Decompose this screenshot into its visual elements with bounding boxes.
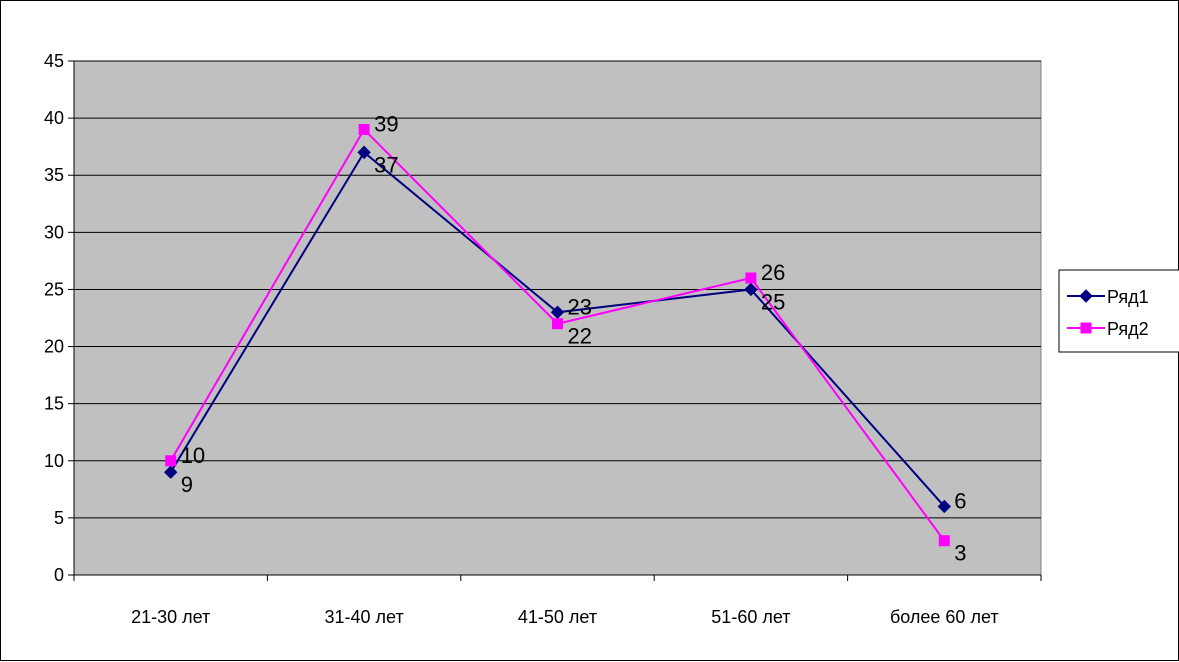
gridlines <box>74 60 1041 519</box>
legend-label-ряд1: Ряд1 <box>1107 287 1149 307</box>
point-ряд1-4 <box>937 499 952 514</box>
data-label-ряд1-0: 9 <box>181 472 193 497</box>
point-ряд2-2 <box>552 318 563 330</box>
y-tick-label-10: 10 <box>44 451 64 471</box>
legend-item-ряд2: Ряд2 <box>1067 319 1149 339</box>
y-tick-label-30: 30 <box>44 222 64 242</box>
y-tick-label-25: 25 <box>44 279 64 299</box>
data-label-ряд1-3: 25 <box>761 289 785 314</box>
series-ряд2 <box>165 124 950 547</box>
data-label-ряд2-1: 39 <box>374 112 398 137</box>
legend: Ряд1 Ряд2 <box>1058 269 1179 353</box>
data-label-ряд2-0: 10 <box>181 443 205 468</box>
point-ряд2-3 <box>745 272 757 284</box>
data-label-ряд2-4: 3 <box>954 541 966 566</box>
data-label-ряд1-4: 6 <box>954 488 966 513</box>
data-label-ряд1-1: 37 <box>374 152 398 177</box>
y-tick-label-0: 0 <box>54 565 64 585</box>
y-tick-label-45: 45 <box>44 51 64 71</box>
legend-box <box>1058 269 1179 353</box>
x-tick-label-0: 21-30 лет <box>131 607 210 627</box>
legend-label-ряд2: Ряд2 <box>1107 319 1149 339</box>
data-label-ряд2-3: 26 <box>761 260 785 285</box>
y-tick-label-5: 5 <box>54 508 64 528</box>
point-ряд1-1 <box>357 145 371 160</box>
series-ряд1 <box>163 145 952 514</box>
y-tick-label-15: 15 <box>44 394 64 414</box>
legend-marker-ряд2 <box>1080 322 1092 334</box>
x-tick-label-1: 31-40 лет <box>324 607 403 627</box>
axes <box>68 60 1042 581</box>
point-ряд2-0 <box>165 455 177 467</box>
y-tick-label-35: 35 <box>44 165 64 185</box>
point-ряд2-1 <box>358 124 370 136</box>
x-tick-label-4: более 60 лет <box>890 607 999 627</box>
y-tick-label-20: 20 <box>44 337 64 357</box>
x-tick-label-2: 41-50 лет <box>518 607 597 627</box>
point-ряд1-0 <box>163 465 178 479</box>
point-ряд2-4 <box>938 535 950 547</box>
data-labels: 9 37 23 25 6 10 39 22 26 3 <box>181 112 967 566</box>
legend-item-ряд1: Ряд1 <box>1067 287 1149 307</box>
x-tick-label-3: 51-60 лет <box>711 607 790 627</box>
series-layer <box>163 124 952 547</box>
data-label-ряд2-2: 22 <box>568 324 592 349</box>
legend-marker-ряд1 <box>1079 289 1093 303</box>
y-tick-labels: 0 5 10 15 20 25 30 35 40 45 <box>44 51 64 585</box>
data-label-ряд1-2: 23 <box>568 294 592 319</box>
point-ряд1-3 <box>744 282 758 297</box>
x-tick-labels: 21-30 лет 31-40 лет 41-50 лет 51-60 лет боле… <box>131 607 999 627</box>
y-tick-label-40: 40 <box>44 108 64 128</box>
